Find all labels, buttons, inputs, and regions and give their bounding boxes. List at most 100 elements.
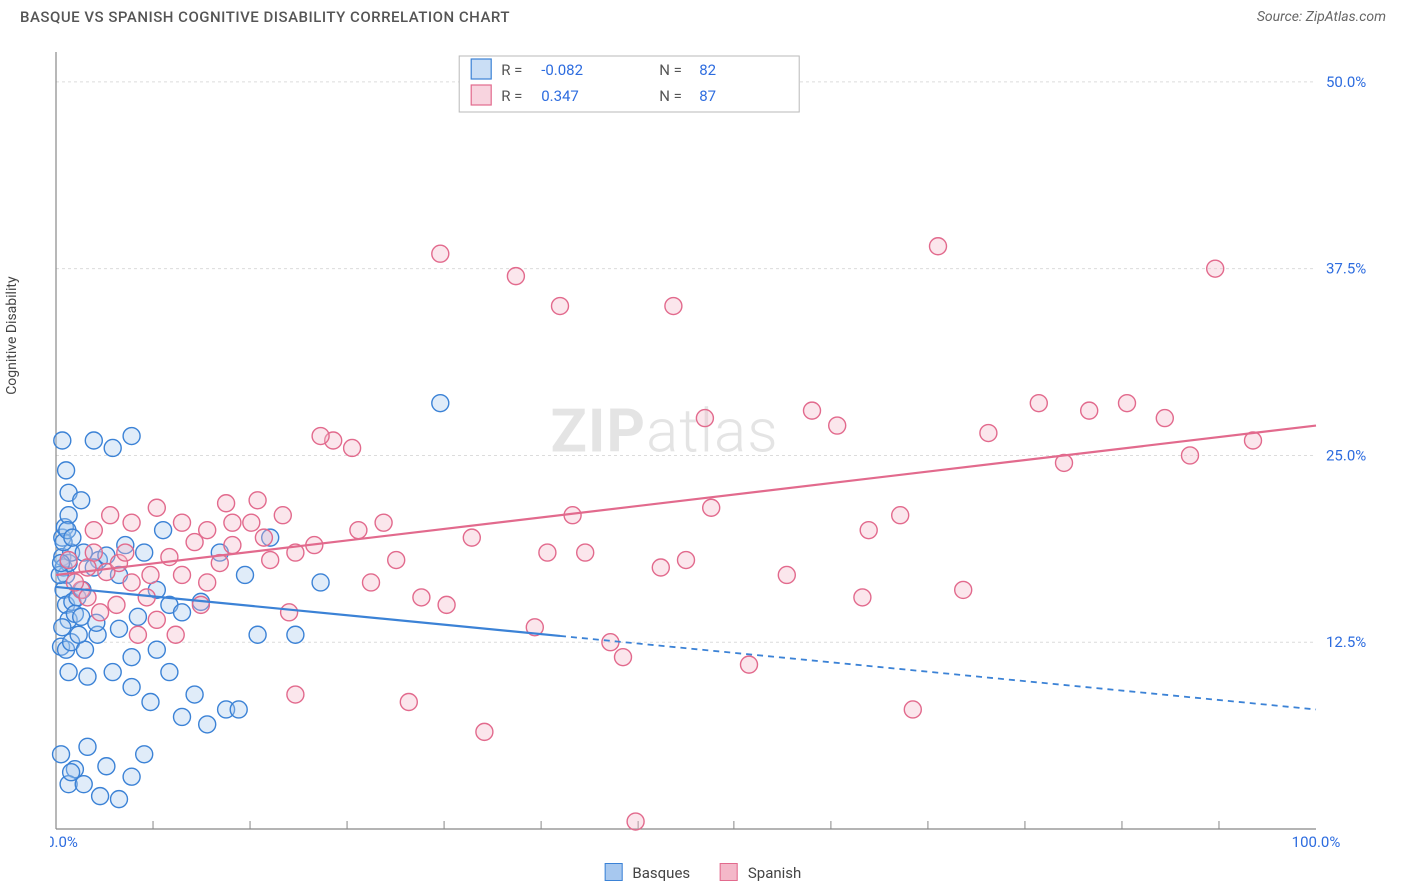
data-point: [148, 641, 165, 658]
data-point: [1207, 260, 1224, 277]
data-point: [1182, 447, 1199, 464]
svg-text:100.0%: 100.0%: [1292, 833, 1341, 847]
data-point: [703, 499, 720, 516]
data-point: [224, 537, 241, 554]
data-point: [627, 813, 644, 830]
legend-label-basques: Basques: [632, 864, 690, 882]
data-point: [167, 626, 184, 643]
svg-text:N =: N =: [659, 87, 682, 105]
data-point: [60, 664, 77, 681]
data-point: [117, 544, 134, 561]
data-point: [54, 619, 71, 636]
data-point: [136, 544, 153, 561]
data-point: [174, 566, 191, 583]
data-point: [829, 417, 846, 434]
data-point: [741, 656, 758, 673]
data-point: [804, 402, 821, 419]
data-point: [70, 626, 87, 643]
data-point: [432, 395, 449, 412]
data-point: [438, 596, 455, 613]
data-point: [552, 298, 569, 315]
data-point: [123, 679, 140, 696]
svg-text:12.5%: 12.5%: [1326, 633, 1366, 651]
legend-swatch-basques: [605, 863, 623, 881]
data-point: [174, 514, 191, 531]
legend-swatch-spanish: [720, 863, 738, 881]
y-axis-label: Cognitive Disability: [4, 276, 20, 394]
svg-text:R =: R =: [501, 87, 522, 105]
data-point: [243, 514, 260, 531]
data-point: [230, 701, 247, 718]
data-point: [696, 410, 713, 427]
data-point: [186, 534, 203, 551]
legend-item-spanish: Spanish: [720, 863, 801, 882]
svg-text:50.0%: 50.0%: [1326, 73, 1366, 91]
data-point: [108, 596, 125, 613]
data-point: [142, 693, 159, 710]
data-point: [312, 574, 329, 591]
data-point: [129, 608, 146, 625]
data-point: [281, 604, 298, 621]
data-point: [148, 499, 165, 516]
svg-text:0.347: 0.347: [541, 87, 579, 105]
svg-text:37.5%: 37.5%: [1326, 260, 1366, 278]
data-point: [615, 649, 632, 666]
data-point: [262, 552, 279, 569]
legend-item-basques: Basques: [605, 863, 690, 882]
data-point: [287, 686, 304, 703]
data-point: [375, 514, 392, 531]
scatter-chart: 12.5% 25.0% 37.5% 50.0% 0.0% 100.0% ZIPatlas R …: [50, 40, 1386, 847]
data-point: [904, 701, 921, 718]
data-point: [237, 566, 254, 583]
header: BASQUE VS SPANISH COGNITIVE DISABILITY C…: [0, 0, 1406, 30]
data-point: [98, 758, 115, 775]
data-point: [860, 522, 877, 539]
data-point: [64, 529, 81, 546]
data-point: [854, 589, 871, 606]
chart-title: BASQUE VS SPANISH COGNITIVE DISABILITY C…: [20, 8, 510, 26]
data-point: [129, 626, 146, 643]
data-point: [75, 776, 92, 793]
svg-text:25.0%: 25.0%: [1326, 446, 1366, 464]
data-point: [432, 245, 449, 262]
data-point: [476, 723, 493, 740]
source-label: Source: ZipAtlas.com: [1257, 9, 1386, 25]
data-point: [186, 686, 203, 703]
data-point: [413, 589, 430, 606]
data-point: [388, 552, 405, 569]
data-point: [287, 626, 304, 643]
data-point: [58, 462, 75, 479]
data-point: [955, 581, 972, 598]
data-point: [79, 668, 96, 685]
data-point: [980, 425, 997, 442]
data-point: [1081, 402, 1098, 419]
data-point: [123, 768, 140, 785]
data-point: [249, 492, 266, 509]
svg-text:-0.082: -0.082: [541, 61, 583, 79]
data-point: [274, 507, 291, 524]
data-point: [665, 298, 682, 315]
data-point: [123, 574, 140, 591]
data-point: [344, 439, 361, 456]
data-point: [224, 514, 241, 531]
data-point: [312, 428, 329, 445]
data-point: [652, 559, 669, 576]
data-point: [678, 552, 695, 569]
data-point: [104, 439, 121, 456]
svg-text:87: 87: [699, 87, 716, 105]
data-point: [507, 268, 524, 285]
data-point: [79, 738, 96, 755]
data-point: [218, 495, 235, 512]
data-point: [111, 791, 128, 808]
data-point: [92, 788, 109, 805]
data-point: [539, 544, 556, 561]
svg-text:N =: N =: [659, 61, 682, 79]
svg-text:0.0%: 0.0%: [50, 833, 78, 847]
data-point: [92, 604, 109, 621]
bottom-legend: Basques Spanish: [605, 863, 802, 882]
data-point: [155, 522, 172, 539]
chart-area: 12.5% 25.0% 37.5% 50.0% 0.0% 100.0% ZIPatlas R …: [50, 40, 1386, 847]
svg-text:ZIPatlas: ZIPatlas: [550, 396, 778, 467]
data-point: [85, 522, 102, 539]
data-point: [102, 507, 119, 524]
